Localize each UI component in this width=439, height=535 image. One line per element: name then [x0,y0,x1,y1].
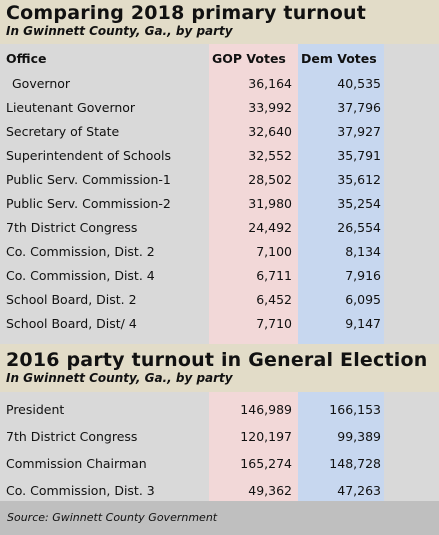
dem-cell: 47,263 [337,483,381,498]
office-cell: Commission Chairman [6,456,147,471]
gop-cell: 33,992 [248,100,292,115]
gop-cell: 165,274 [240,456,292,471]
table-row: 7th District Congress 24,492 26,554 [0,216,439,240]
table-row: Co. Commission, Dist. 3 49,362 47,263 [0,477,439,504]
gop-cell: 32,640 [248,124,292,139]
dem-cell: 148,728 [329,456,381,471]
gop-cell: 24,492 [248,220,292,235]
dem-cell: 9,147 [345,316,381,331]
table-row: 7th District Congress 120,197 99,389 [0,423,439,450]
dem-cell: 6,095 [345,292,381,307]
section1-title: Comparing 2018 primary turnout [6,2,366,24]
gop-cell: 7,710 [256,316,292,331]
dem-cell: 26,554 [337,220,381,235]
office-cell: Co. Commission, Dist. 2 [6,244,155,259]
table-row: School Board, Dist. 2 6,452 6,095 [0,288,439,312]
table-row: Secretary of State 32,640 37,927 [0,120,439,144]
gop-cell: 146,989 [240,402,292,417]
section2-header: 2016 party turnout in General Election I… [0,344,439,392]
dem-cell: 40,535 [337,76,381,91]
office-cell: School Board, Dist/ 4 [6,316,137,331]
office-cell: Co. Commission, Dist. 4 [6,268,155,283]
gop-cell: 49,362 [248,483,292,498]
gop-column-stripe [209,44,298,344]
office-cell: Secretary of State [6,124,120,139]
table-row: Co. Commission, Dist. 4 6,711 7,916 [0,264,439,288]
dem-cell: 37,796 [337,100,381,115]
source-footer: Source: Gwinnett County Government [0,501,439,535]
office-cell: Public Serv. Commission-2 [6,196,171,211]
column-header-dem: Dem Votes [301,51,377,66]
office-cell: Co. Commission, Dist. 3 [6,483,155,498]
gop-cell: 31,980 [248,196,292,211]
section2-title: 2016 party turnout in General Election [6,349,428,371]
section2-subtitle: In Gwinnett County, Ga., by party [6,371,233,385]
dem-cell: 35,612 [337,172,381,187]
office-cell: President [6,402,65,417]
table-row: Governor 36,164 40,535 [0,72,439,96]
dem-cell: 99,389 [337,429,381,444]
gop-cell: 36,164 [248,76,292,91]
gop-cell: 7,100 [256,244,292,259]
office-cell: Governor [12,76,71,91]
table-row: School Board, Dist/ 4 7,710 9,147 [0,312,439,336]
office-cell: 7th District Congress [6,220,138,235]
dem-column-stripe [298,44,384,344]
dem-cell: 166,153 [329,402,381,417]
column-header-office: Office [6,51,47,66]
gop-cell: 32,552 [248,148,292,163]
primary-turnout-table: Office GOP Votes Dem Votes Governor 36,1… [0,44,439,344]
table-row: Lieutenant Governor 33,992 37,796 [0,96,439,120]
section1-header: Comparing 2018 primary turnout In Gwinne… [0,0,439,44]
dem-cell: 7,916 [345,268,381,283]
dem-cell: 35,791 [337,148,381,163]
gop-cell: 6,711 [256,268,292,283]
source-text: Source: Gwinnett County Government [7,511,218,524]
table-row: Public Serv. Commission-1 28,502 35,612 [0,168,439,192]
table-row: President 146,989 166,153 [0,396,439,423]
dem-cell: 35,254 [337,196,381,211]
table-row: Public Serv. Commission-2 31,980 35,254 [0,192,439,216]
dem-cell: 8,134 [345,244,381,259]
office-cell: Superintendent of Schools [6,148,171,163]
gop-column-stripe [209,392,298,502]
table-header-row: Office GOP Votes Dem Votes [0,44,439,72]
gop-cell: 120,197 [240,429,292,444]
gop-cell: 6,452 [256,292,292,307]
table-row: Superintendent of Schools 32,552 35,791 [0,144,439,168]
table-row: Commission Chairman 165,274 148,728 [0,450,439,477]
office-cell: Lieutenant Governor [6,100,136,115]
section1-subtitle: In Gwinnett County, Ga., by party [6,24,233,38]
office-cell: School Board, Dist. 2 [6,292,137,307]
office-cell: 7th District Congress [6,429,138,444]
dem-cell: 37,927 [337,124,381,139]
column-header-gop: GOP Votes [212,51,286,66]
office-cell: Public Serv. Commission-1 [6,172,171,187]
dem-column-stripe [298,392,384,502]
general-election-table: President 146,989 166,153 7th District C… [0,392,439,502]
table-row: Co. Commission, Dist. 2 7,100 8,134 [0,240,439,264]
gop-cell: 28,502 [248,172,292,187]
